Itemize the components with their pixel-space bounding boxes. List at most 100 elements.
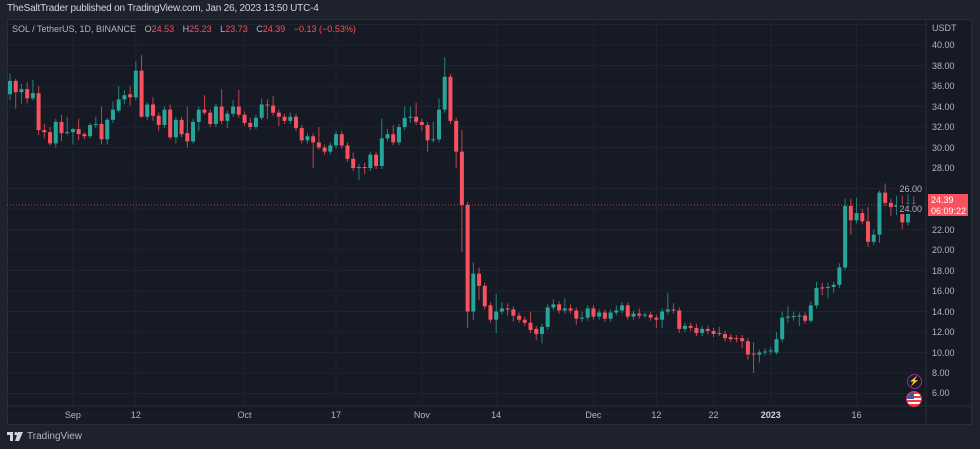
candle [539, 323, 544, 344]
candle-body [396, 127, 401, 143]
candle [620, 302, 625, 314]
candle [259, 98, 264, 120]
y-tick-label: 40.00 [932, 40, 955, 51]
candle-body [162, 109, 167, 125]
candle-body [265, 104, 270, 106]
symbol-legend: SOL / TetherUS, 1D, BINANCE O24.53 H25.2… [12, 24, 356, 34]
candle [585, 305, 590, 321]
candle-body [425, 124, 430, 141]
candle [425, 121, 430, 152]
chart-frame[interactable] [7, 19, 972, 425]
candle [391, 124, 396, 146]
candle [677, 307, 682, 334]
low-value: 23.73 [225, 24, 248, 34]
candle [866, 206, 870, 247]
candle [93, 116, 98, 129]
candle-body [660, 311, 665, 320]
candle-body [877, 192, 882, 235]
x-tick-label: 14 [491, 410, 502, 420]
x-tick-label: Sep [64, 410, 81, 420]
us-flag-icon[interactable] [906, 391, 922, 407]
candle [517, 312, 522, 323]
y-tick-label: 26.00 [897, 183, 924, 194]
candle-body [25, 89, 30, 99]
symbol-name[interactable]: SOL / TetherUS, 1D, BINANCE [12, 24, 137, 34]
candle-body [448, 76, 453, 121]
candle-body [13, 80, 18, 93]
candle-body [774, 339, 779, 353]
candle [299, 124, 304, 144]
candle-body [8, 80, 12, 95]
candle-body [780, 317, 785, 340]
candle-body [402, 117, 407, 128]
candle [99, 106, 104, 145]
candle-body [339, 134, 344, 146]
candle-body [356, 166, 361, 169]
candle-body [259, 104, 264, 118]
candle-body [53, 121, 58, 144]
candle [534, 325, 539, 341]
candle [59, 114, 64, 142]
candle [82, 132, 87, 140]
candle [185, 106, 190, 148]
candle [70, 128, 75, 145]
candle-body [591, 308, 596, 317]
candle-body [236, 106, 241, 115]
candle [25, 81, 30, 104]
candle [465, 201, 470, 328]
candle-body [368, 154, 373, 169]
candle-body [391, 134, 396, 143]
candle-body [557, 304, 562, 311]
candle [236, 90, 241, 118]
candle [202, 95, 207, 115]
candle-body [642, 314, 647, 316]
last-price: 24.39 [931, 195, 954, 206]
x-tick-label: Oct [237, 410, 252, 420]
candle [36, 86, 41, 136]
candle-body [825, 286, 830, 288]
candle-body [568, 308, 573, 311]
candle [442, 57, 447, 113]
candle [213, 103, 218, 128]
candle [494, 294, 499, 334]
candle-body [482, 285, 487, 307]
candle [774, 332, 779, 355]
candle-body [82, 134, 87, 137]
candle [88, 122, 93, 139]
candle [351, 152, 356, 172]
candle-body [723, 334, 727, 339]
candle [591, 305, 596, 320]
candle [505, 303, 510, 316]
candle [13, 78, 18, 109]
lightning-icon[interactable]: ⚡ [907, 374, 922, 389]
candle [820, 282, 825, 296]
candle-body [831, 284, 836, 287]
candle [574, 307, 579, 325]
candle [328, 142, 333, 155]
x-tick-label: 2023 [760, 410, 781, 420]
tradingview-logo[interactable]: TradingView [7, 431, 82, 442]
candle [597, 309, 602, 320]
x-tick-label: Dec [585, 410, 602, 420]
candle-body [276, 112, 281, 117]
candle [711, 327, 716, 338]
candle [717, 326, 722, 337]
candle-body [728, 337, 733, 340]
candle-body [65, 132, 70, 134]
candle [557, 301, 562, 314]
candle-body [374, 154, 379, 166]
candle [116, 86, 121, 113]
candle [499, 302, 504, 315]
candle [402, 106, 407, 131]
candle [122, 90, 127, 105]
candle-body [299, 128, 304, 141]
candle-body [42, 130, 47, 133]
candle [528, 311, 533, 334]
candle [854, 197, 859, 224]
candle [454, 117, 459, 169]
candle-body [883, 192, 888, 203]
candle [477, 267, 482, 301]
candle [379, 118, 384, 170]
high-value: 25.23 [189, 24, 212, 34]
